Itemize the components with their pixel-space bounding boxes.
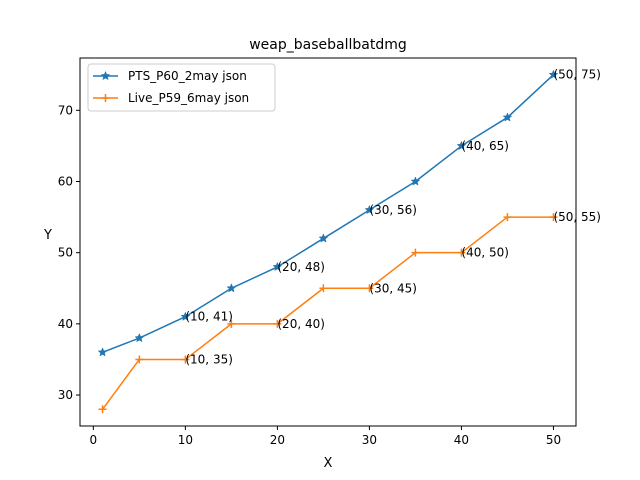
y-tick-label: 60	[58, 174, 73, 188]
data-point	[181, 355, 190, 364]
data-point	[135, 355, 144, 364]
legend-box	[87, 63, 276, 112]
data-point	[273, 319, 282, 328]
data-label: (10, 41)	[185, 310, 233, 324]
series-2	[98, 213, 558, 414]
data-label: (10, 35)	[185, 352, 233, 366]
data-point	[98, 405, 107, 414]
data-label: (40, 65)	[461, 139, 509, 153]
data-label: (50, 55)	[553, 210, 601, 224]
data-label: (30, 45)	[369, 281, 417, 295]
plot-frame	[79, 57, 577, 427]
data-point	[411, 248, 420, 257]
x-tick-label: 30	[362, 433, 377, 447]
data-point	[457, 248, 466, 257]
legend: PTS_P60_2may json Live_P59_6may json	[87, 63, 276, 112]
y-axis-label: Y	[43, 228, 52, 243]
legend-marker	[100, 70, 111, 81]
y-tick-label: 30	[58, 388, 73, 402]
y-tick-label: 70	[58, 103, 73, 117]
data-label: (20, 48)	[277, 260, 325, 274]
y-tick-label: 50	[58, 246, 73, 260]
data-point	[319, 284, 328, 293]
data-point	[97, 347, 108, 357]
data-point	[456, 140, 467, 151]
x-tick-label: 40	[454, 433, 469, 447]
series-1	[97, 69, 559, 357]
data-point	[502, 112, 513, 122]
plot-area	[79, 57, 577, 427]
y-tick-label: 40	[58, 317, 73, 331]
annotation-layer: (10, 41) (20, 48) (30, 56) (40, 65) (50, 75)…	[185, 68, 601, 367]
data-label: (30, 56)	[369, 203, 417, 217]
legend-marker	[101, 94, 110, 102]
data-point	[364, 204, 375, 215]
chart-title: weap_baseballbatdmg	[249, 37, 407, 53]
data-point	[549, 213, 558, 222]
data-point	[226, 283, 237, 293]
legend-label: PTS_P60_2may json	[128, 69, 247, 83]
x-axis-label: X	[324, 456, 333, 471]
series-layer	[97, 69, 559, 414]
x-tick-label: 0	[90, 433, 98, 447]
data-point	[227, 319, 236, 328]
data-point	[365, 284, 374, 293]
x-axis-ticks: 0 10 20 30 40 50	[90, 426, 561, 447]
data-point	[548, 69, 559, 79]
data-point	[180, 311, 191, 321]
data-label: (40, 50)	[461, 246, 509, 260]
data-point	[410, 176, 421, 186]
x-tick-label: 20	[270, 433, 285, 447]
data-label: (20, 40)	[277, 317, 325, 331]
data-point	[318, 233, 329, 243]
x-tick-label: 50	[546, 433, 561, 447]
legend-label: Live_P59_6may json	[128, 91, 249, 105]
series-line	[102, 74, 554, 354]
y-axis-ticks: 30 40 50 60 70	[58, 103, 80, 402]
data-point	[503, 213, 512, 222]
x-tick-label: 10	[178, 433, 193, 447]
data-point	[272, 261, 283, 272]
data-label: (50, 75)	[553, 68, 601, 82]
data-point	[134, 332, 145, 343]
